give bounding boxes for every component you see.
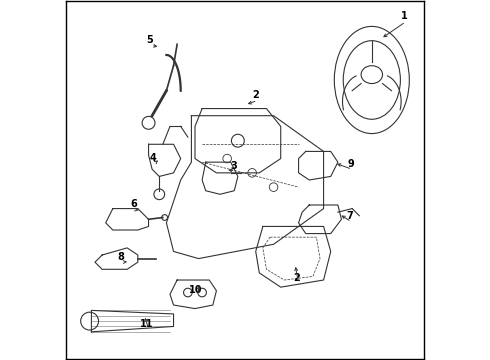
Text: 11: 11 [140, 319, 153, 329]
Text: 5: 5 [146, 35, 153, 45]
Text: 2: 2 [294, 273, 300, 283]
Text: 4: 4 [149, 153, 156, 163]
Text: 9: 9 [347, 159, 354, 169]
Text: 2: 2 [252, 90, 259, 100]
Text: 10: 10 [189, 285, 203, 295]
Text: 1: 1 [401, 12, 407, 21]
Text: 8: 8 [117, 252, 124, 262]
Text: 6: 6 [130, 199, 137, 209]
Text: 7: 7 [346, 211, 353, 221]
Text: 3: 3 [230, 161, 237, 171]
